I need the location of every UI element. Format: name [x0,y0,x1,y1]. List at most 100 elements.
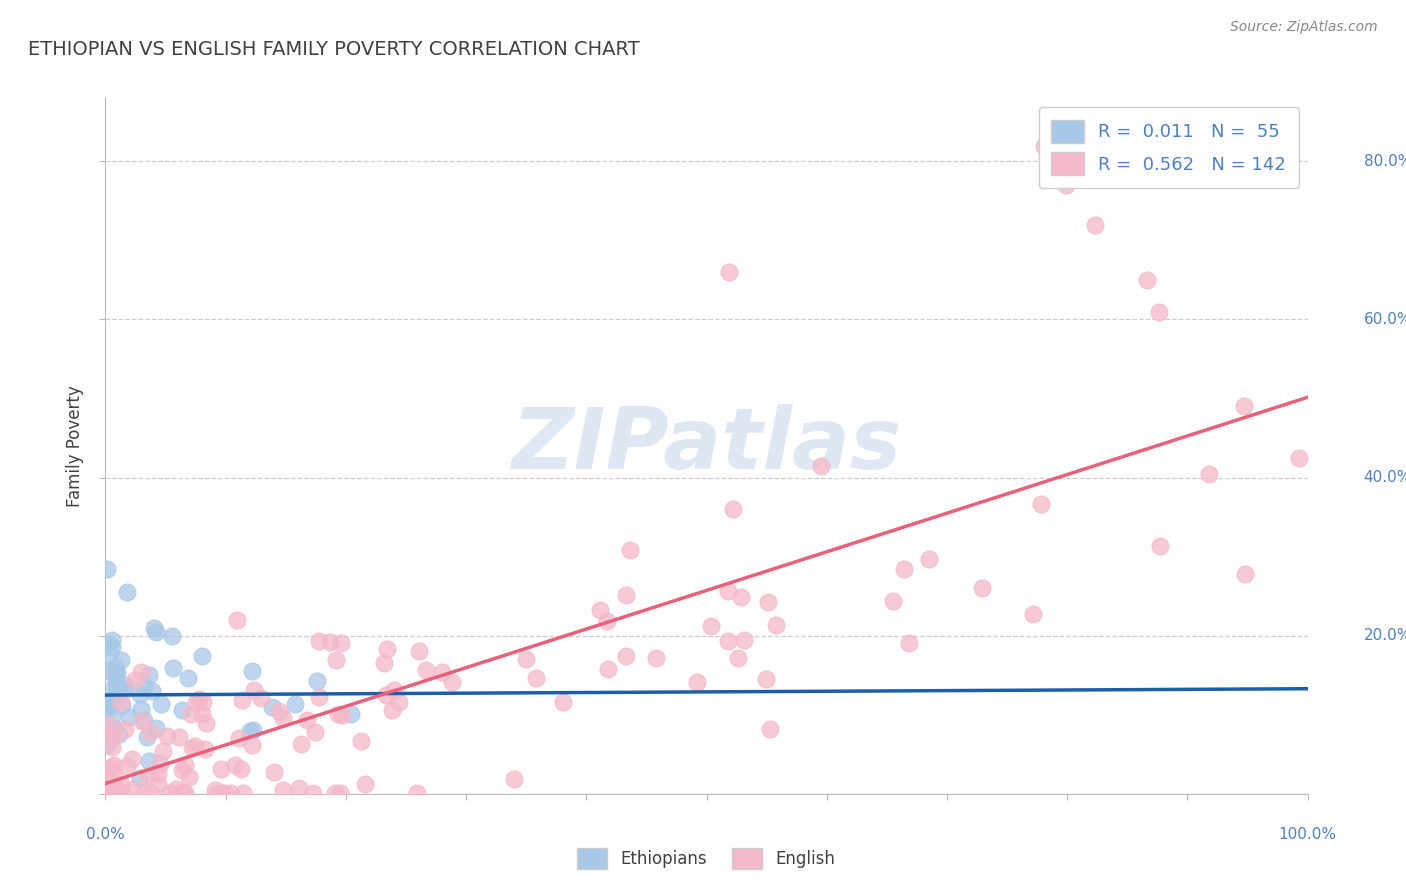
Point [129,771,152,785]
Point [103,758,125,772]
Point [107,727,129,741]
Point [271,783,294,797]
Point [129,702,152,716]
Point [388,695,411,709]
Point [232,786,254,800]
Point [243,682,266,697]
Point [405,786,427,800]
Point [1136,273,1159,287]
Point [97,698,120,712]
Point [138,668,160,682]
Point [328,706,350,721]
Point [1288,450,1310,465]
Point [614,648,637,663]
Point [686,674,709,689]
Point [231,762,253,776]
Point [104,690,127,704]
Point [96,780,118,795]
Point [96,786,118,800]
Point [145,625,167,640]
Point [184,695,207,709]
Point [96,773,118,788]
Point [211,786,233,800]
Point [179,771,201,785]
Point [240,664,263,678]
Point [377,642,399,657]
Point [214,786,236,800]
Point [619,543,641,558]
Point [699,619,721,633]
Point [107,786,129,800]
Point [98,722,121,736]
Point [96,786,118,800]
Point [325,786,347,800]
Point [103,666,125,681]
Point [110,695,132,709]
Point [138,769,160,783]
Point [553,695,575,709]
Point [284,697,307,711]
Point [614,588,637,602]
Point [96,762,118,776]
Point [308,634,330,648]
Text: ZIPatlas: ZIPatlas [512,404,901,488]
Point [598,662,620,676]
Point [122,782,145,797]
Point [645,650,668,665]
Point [129,665,152,680]
Point [141,683,163,698]
Point [173,786,195,800]
Point [104,660,127,674]
Legend: Ethiopians, English: Ethiopians, English [571,841,842,876]
Point [302,786,325,800]
Point [353,777,375,791]
Point [136,730,159,744]
Point [160,629,183,643]
Point [146,777,169,791]
Point [97,718,120,732]
Point [173,786,195,800]
Point [755,673,778,687]
Point [329,786,352,800]
Point [765,618,787,632]
Point [114,678,136,692]
Point [131,714,153,728]
Text: 80.0%: 80.0% [1364,154,1406,169]
Point [103,786,125,800]
Point [173,758,195,772]
Point [193,742,215,756]
Point [101,739,124,754]
Point [149,697,172,711]
Point [191,706,214,721]
Point [1198,467,1220,481]
Point [596,614,619,628]
Point [441,674,464,689]
Point [382,682,405,697]
Point [882,594,904,608]
Point [110,777,132,791]
Point [226,613,249,627]
Point [105,681,128,696]
Point [117,585,139,599]
Point [524,671,547,685]
Point [231,693,253,707]
Point [181,741,204,756]
Point [898,636,921,650]
Point [332,707,354,722]
Text: 60.0%: 60.0% [1364,312,1406,327]
Point [132,786,155,800]
Point [589,603,612,617]
Point [191,649,214,664]
Point [515,652,537,666]
Point [138,754,160,768]
Point [103,730,125,744]
Point [290,737,312,751]
Point [191,695,214,709]
Point [104,665,127,680]
Point [180,706,202,721]
Point [1233,567,1256,582]
Point [149,757,172,772]
Point [733,632,755,647]
Point [188,691,211,706]
Point [103,723,125,737]
